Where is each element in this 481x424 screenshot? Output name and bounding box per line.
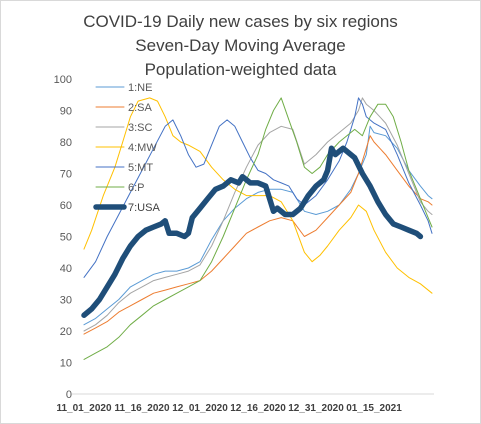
y-tick-label: 30 <box>60 295 72 307</box>
x-tick-label: 12_01_2020 <box>172 403 228 414</box>
x-tick-label: 01_15_2021 <box>346 403 402 414</box>
y-tick-label: 100 <box>54 74 72 86</box>
x-tick-label: 12_16_2020 <box>230 403 286 414</box>
chart-title-line-1: COVID-19 Daily new cases by six regions <box>83 12 398 31</box>
x-axis-ticks: 11_01_2020 11_16_2020 12_01_2020 12_16_2020… <box>56 403 402 414</box>
series-line-7-usa <box>81 145 424 319</box>
y-tick-label: 10 <box>60 358 72 370</box>
y-tick-label: 70 <box>60 169 72 181</box>
legend-label: 3:SC <box>128 122 153 134</box>
legend-label: 7:USA <box>128 202 160 214</box>
y-axis-ticks: 0 10 20 30 40 50 60 70 80 90 100 <box>54 74 72 401</box>
y-tick-label: 80 <box>60 137 72 149</box>
series-line-1-ne <box>83 125 433 326</box>
y-tick-label: 50 <box>60 232 72 244</box>
series-line-4-mw <box>83 97 433 294</box>
x-tick-label: 11_01_2020 <box>56 403 112 414</box>
y-tick-label: 60 <box>60 200 72 212</box>
x-tick-label: 11_16_2020 <box>114 403 170 414</box>
legend-label: 4:MW <box>128 142 157 154</box>
legend: 1:NE 2:SA 3:SC 4:MW 5:MT 6:P 7:USA <box>93 82 160 214</box>
chart-title-line-3: Population-weighted data <box>144 60 337 79</box>
y-tick-label: 40 <box>60 263 72 275</box>
chart-title-line-2: Seven-Day Moving Average <box>135 36 346 55</box>
y-tick-label: 0 <box>66 389 72 401</box>
legend-label: 5:MT <box>128 162 153 174</box>
legend-label: 2:SA <box>128 102 153 114</box>
x-tick-label: 12_31_2020 <box>288 403 344 414</box>
series-line-6-p <box>83 97 433 360</box>
y-tick-label: 20 <box>60 326 72 338</box>
legend-label: 1:NE <box>128 82 152 94</box>
legend-label: 6:P <box>128 182 145 194</box>
series-line-2-sa <box>83 135 433 335</box>
series-line-3-sc <box>83 97 433 332</box>
y-tick-label: 90 <box>60 106 72 118</box>
series-lines <box>81 97 433 360</box>
